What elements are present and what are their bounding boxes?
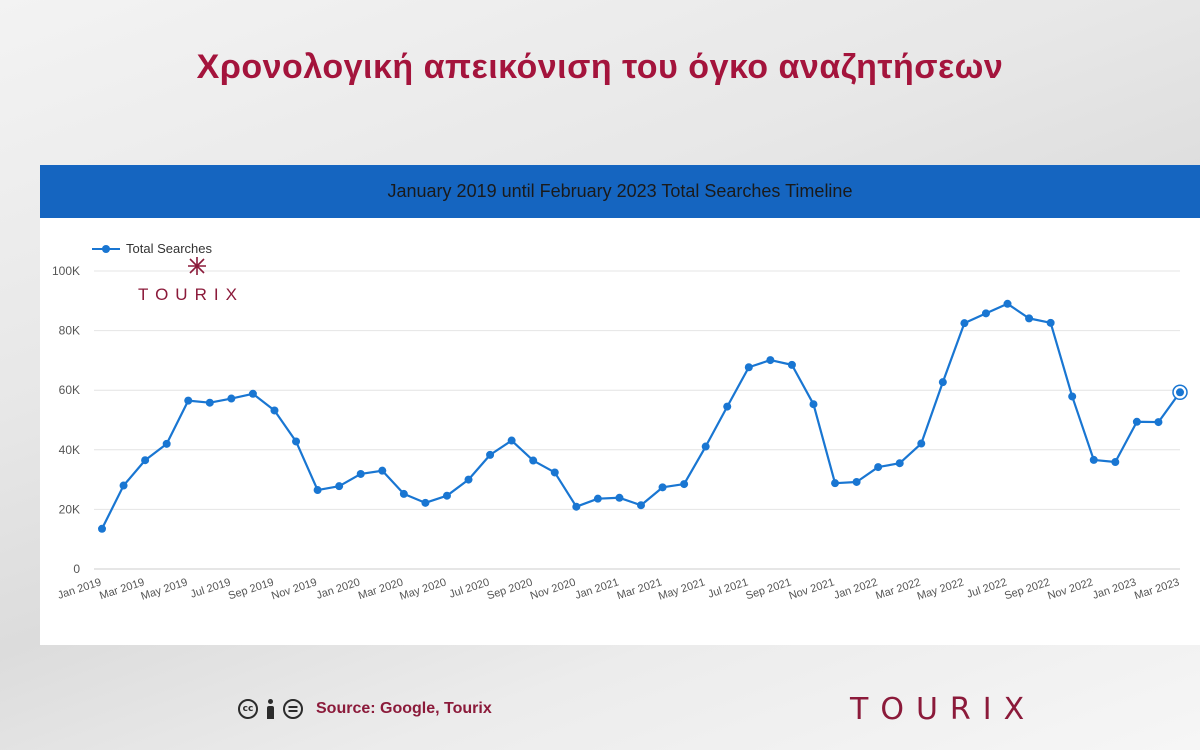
data-point — [270, 406, 279, 415]
data-point — [917, 439, 926, 448]
data-point — [248, 389, 257, 398]
data-point — [960, 319, 969, 328]
no-derivatives-icon — [283, 699, 303, 719]
footer-source: cc Source: Google, Tourix — [238, 695, 492, 723]
x-tick-label: Nov 2022 — [1046, 576, 1094, 602]
data-point — [593, 494, 602, 503]
data-point — [809, 400, 818, 409]
data-point — [507, 436, 516, 445]
x-tick-label: Jul 2019 — [189, 576, 232, 600]
data-point — [1003, 299, 1012, 308]
data-point — [1089, 455, 1098, 464]
data-point — [486, 450, 495, 459]
data-point — [292, 437, 301, 446]
chart-header: January 2019 until February 2023 Total S… — [40, 165, 1200, 218]
x-tick-label: Jul 2022 — [965, 576, 1008, 600]
data-point — [227, 394, 236, 403]
data-point — [529, 456, 538, 465]
cc-icon: cc — [238, 699, 258, 719]
data-point — [723, 402, 732, 411]
y-tick-label: 100K — [52, 264, 80, 278]
y-tick-label: 40K — [59, 443, 80, 457]
data-point — [399, 489, 408, 498]
data-point — [184, 396, 193, 405]
x-tick-label: May 2022 — [916, 576, 966, 602]
series-line — [101, 302, 1181, 530]
data-point — [98, 524, 106, 533]
data-point — [572, 502, 581, 511]
data-point — [874, 463, 883, 472]
x-tick-label: Mar 2020 — [357, 576, 405, 602]
data-point — [766, 356, 775, 365]
slide-title: Χρονολογική απεικόνιση του όγκο αναζητήσ… — [196, 48, 1004, 86]
y-tick-label: 20K — [59, 502, 80, 516]
x-tick-label: Jul 2020 — [448, 576, 491, 600]
data-point — [442, 491, 451, 500]
data-point — [938, 378, 947, 387]
x-tick-label: Mar 2021 — [616, 576, 664, 602]
highlight-point — [1176, 388, 1184, 397]
data-point — [1111, 458, 1120, 467]
data-point — [658, 483, 667, 492]
data-point — [1132, 417, 1141, 426]
legend-marker — [102, 245, 110, 253]
data-point — [1025, 314, 1034, 323]
y-tick-label: 80K — [59, 324, 80, 338]
data-point — [831, 479, 840, 488]
data-point — [852, 477, 861, 486]
data-point — [744, 363, 753, 372]
attribution-icon — [264, 698, 276, 720]
data-point — [335, 482, 344, 491]
data-point — [787, 360, 796, 369]
x-tick-label: Sep 2020 — [486, 576, 535, 602]
data-point — [464, 475, 473, 484]
data-point — [615, 493, 624, 502]
data-point — [1046, 318, 1055, 327]
data-point — [701, 442, 710, 451]
y-tick-label: 60K — [59, 383, 80, 397]
data-point — [378, 466, 387, 475]
x-tick-label: Jan 2023 — [1091, 576, 1138, 601]
data-point — [421, 498, 430, 507]
data-point — [1068, 392, 1077, 401]
data-point — [205, 398, 214, 407]
data-point — [637, 501, 645, 510]
data-point — [680, 480, 689, 489]
data-point — [356, 469, 365, 478]
data-point — [981, 309, 990, 318]
x-tick-label: Jan 2020 — [315, 576, 362, 601]
data-point — [119, 481, 128, 490]
x-tick-label: Jul 2021 — [706, 576, 749, 600]
x-tick-label: May 2019 — [140, 576, 190, 602]
y-tick-label: 0 — [73, 562, 80, 576]
x-tick-label: Nov 2020 — [529, 576, 577, 602]
data-point — [313, 486, 322, 495]
x-tick-label: Nov 2019 — [270, 576, 318, 602]
x-tick-label: Sep 2019 — [227, 576, 276, 602]
data-point — [141, 456, 150, 465]
data-point — [550, 468, 559, 477]
x-tick-label: Mar 2022 — [874, 576, 922, 602]
legend-label: Total Searches — [126, 241, 212, 256]
x-tick-label: Jan 2021 — [574, 576, 621, 601]
x-tick-label: May 2020 — [398, 576, 448, 602]
watermark-logo-text: TOURIX — [138, 285, 244, 304]
chart-title: January 2019 until February 2023 Total S… — [387, 181, 853, 201]
data-point — [162, 439, 171, 448]
data-point — [1154, 418, 1163, 427]
x-tick-label: Mar 2019 — [98, 576, 146, 602]
source-text: Source: Google, Tourix — [316, 700, 492, 717]
x-tick-label: Mar 2023 — [1133, 576, 1181, 602]
data-point — [895, 459, 904, 468]
x-tick-label: Jan 2019 — [56, 576, 103, 601]
footer-logo: TOURIX — [850, 692, 1037, 727]
x-tick-label: May 2021 — [657, 576, 707, 602]
x-tick-label: Nov 2021 — [787, 576, 835, 602]
x-tick-label: Sep 2022 — [1003, 576, 1052, 602]
x-tick-label: Jan 2022 — [832, 576, 879, 601]
x-tick-label: Sep 2021 — [744, 576, 793, 602]
chart-card: January 2019 until February 2023 Total S… — [40, 165, 1200, 645]
tourix-compass-icon — [188, 257, 206, 275]
